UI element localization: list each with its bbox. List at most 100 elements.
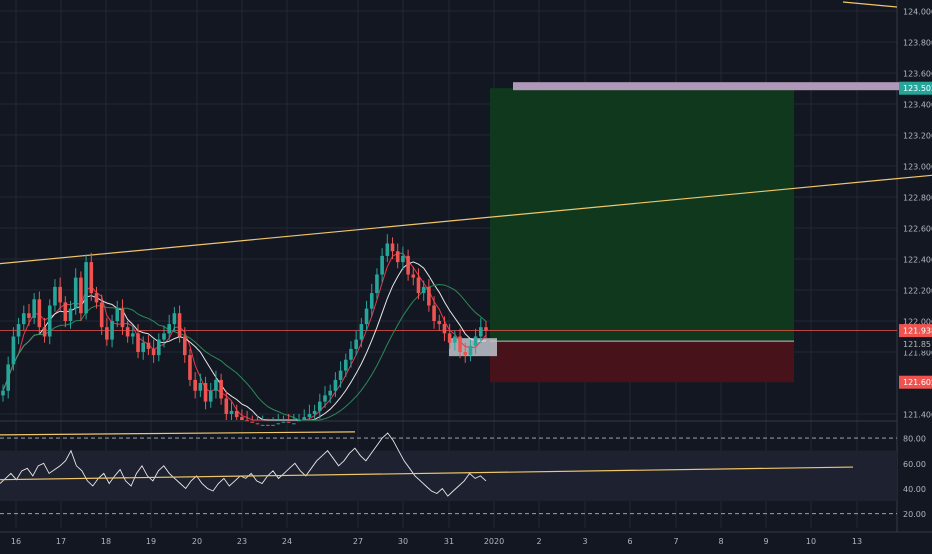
candle-body (271, 424, 275, 426)
time-tick-label: 23 (237, 537, 247, 546)
candle-body (437, 321, 442, 325)
candle-body (79, 277, 83, 314)
upper-trendline[interactable] (842, 1, 898, 8)
time-tick-label: 13 (852, 537, 862, 546)
time-tick-label: 20 (192, 537, 202, 546)
candle-body (468, 345, 473, 356)
candle-body (354, 339, 358, 349)
candle-body (323, 395, 327, 402)
candle-body (338, 370, 343, 380)
candle-body (6, 364, 10, 391)
target-price-label-bg (899, 81, 932, 95)
price-tick-label: 123.800 (903, 39, 932, 48)
candle-body (219, 379, 223, 399)
loss-zone[interactable] (490, 341, 794, 383)
candle-body (255, 423, 260, 425)
candle-body (42, 327, 47, 337)
candle-body (63, 302, 68, 321)
candle-body (151, 348, 156, 356)
candle-body (167, 324, 171, 334)
time-tick-label: 8 (718, 537, 723, 546)
time-axis[interactable]: 16 17 18 19 20 23 24 27 30 31 2020 2 3 6 7 8 9 10 13 (11, 537, 862, 546)
candle-body (203, 383, 208, 402)
candle-body (1, 390, 5, 396)
rsi-tick-label: 80.00 (903, 435, 926, 444)
candle-body (458, 336, 462, 352)
stop-price-label-bg (899, 375, 932, 389)
candle-body (162, 333, 166, 340)
candle-body (16, 324, 21, 337)
candle-body (68, 308, 73, 321)
candle-body (359, 324, 364, 340)
rsi-tick-label: 40.00 (903, 485, 926, 494)
target-bar[interactable] (513, 82, 899, 91)
resistance-trendline[interactable] (0, 174, 932, 265)
price-tick-label: 123.200 (903, 132, 932, 141)
candle-body (395, 251, 400, 263)
candle-body (297, 420, 301, 422)
candle-body (385, 243, 390, 256)
trendlines (0, 1, 932, 436)
candle-body (250, 421, 255, 423)
price-tick-label: 122.600 (903, 225, 932, 234)
profit-zone[interactable] (490, 88, 794, 342)
support-trendline[interactable] (0, 431, 356, 436)
candle-body (234, 410, 239, 418)
price-axis[interactable]: 124.000 123.800 123.600 123.400 123.200 123.0… (903, 8, 932, 520)
rsi-trendline[interactable] (0, 466, 854, 481)
candle-body (157, 339, 161, 356)
price-tick-label: 122.800 (903, 194, 932, 203)
time-tick-label: 24 (282, 537, 292, 546)
target-price-label: 123.502 (903, 84, 932, 93)
time-tick-label: 9 (763, 537, 768, 546)
time-tick-label: 16 (11, 537, 21, 546)
candle-body (188, 355, 192, 380)
candle-body (406, 255, 410, 275)
time-tick-label: 10 (806, 537, 816, 546)
time-tick-label: 2 (536, 537, 541, 546)
candle-body (411, 274, 416, 278)
time-tick-label: 6 (627, 537, 632, 546)
candle-body (390, 243, 395, 252)
rsi-pane (0, 432, 897, 515)
candle-body (453, 336, 457, 343)
candle-body (276, 423, 281, 425)
price-tick-label: 121.800 (903, 349, 932, 358)
candle-body (89, 262, 94, 294)
price-labels: 123.502 121.938 121.851 121.605 (899, 81, 932, 389)
candle-body (37, 299, 42, 328)
candle-body (473, 336, 478, 346)
price-tick-label: 123.600 (903, 70, 932, 79)
time-tick-label: 19 (146, 537, 156, 546)
candle-body (318, 401, 322, 411)
price-tick-label: 122.200 (903, 287, 932, 296)
candle-body (115, 308, 120, 321)
candle-body (73, 277, 78, 309)
ma-price-label-bg (899, 337, 932, 351)
candle-body (21, 313, 26, 325)
candle-body (427, 286, 431, 306)
time-tick-label: 7 (673, 537, 678, 546)
candle-body (47, 305, 52, 337)
time-tick-label: 17 (56, 537, 66, 546)
candle-body (281, 421, 286, 423)
candle-body (416, 277, 421, 294)
candle-body (146, 342, 151, 349)
candle-body (53, 286, 57, 306)
candle-body (131, 333, 135, 337)
candle-body (84, 262, 88, 314)
rsi-band (0, 450, 897, 502)
price-tick-label: 121.400 (903, 411, 932, 420)
candle-body (328, 390, 332, 396)
candle-body (32, 299, 36, 318)
candle-body (369, 293, 374, 309)
candle-body (260, 424, 265, 426)
candle-body (240, 417, 244, 420)
candle-body (292, 423, 296, 425)
candle-body (432, 305, 436, 321)
candle-body (27, 313, 31, 318)
candle-body (11, 336, 16, 365)
ma-slow-line (2, 283, 487, 421)
